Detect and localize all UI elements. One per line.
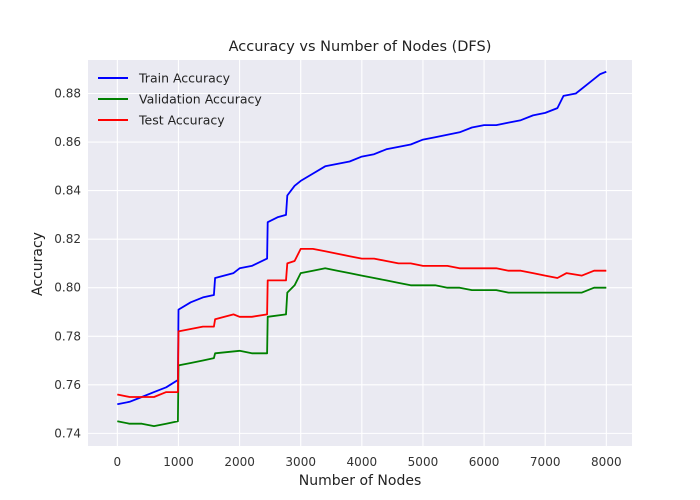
- y-tick-labels: 0.74 0.76 0.78 0.80 0.82 0.84 0.86 0.88: [54, 87, 81, 441]
- y-tick-label: 0.82: [54, 232, 81, 246]
- train-accuracy-legend-label: Train Accuracy: [138, 71, 231, 86]
- x-tick-label: 0: [114, 455, 122, 469]
- x-tick-label: 4000: [347, 455, 378, 469]
- x-tick-label: 2000: [224, 455, 255, 469]
- validation-accuracy-legend-label: Validation Accuracy: [139, 92, 262, 107]
- y-axis-title: Accuracy: [30, 232, 46, 296]
- y-tick-label: 0.86: [54, 135, 81, 149]
- x-tick-label: 6000: [469, 455, 500, 469]
- y-tick-label: 0.76: [54, 378, 81, 392]
- y-tick-label: 0.80: [54, 281, 81, 295]
- test-accuracy-legend-label: Test Accuracy: [138, 113, 225, 128]
- chart-title: Accuracy vs Number of Nodes (DFS): [229, 39, 492, 55]
- y-tick-label: 0.84: [54, 184, 81, 198]
- y-tick-label: 0.78: [54, 329, 81, 343]
- x-tick-label: 1000: [163, 455, 194, 469]
- y-tick-label: 0.74: [54, 426, 81, 440]
- grid-lines: [88, 60, 632, 446]
- x-tick-label: 8000: [591, 455, 622, 469]
- legend: Train Accuracy Validation Accuracy Test Ac…: [98, 71, 262, 128]
- series-group: [117, 70, 607, 427]
- x-tick-label: 3000: [285, 455, 316, 469]
- test-accuracy-line: [117, 248, 607, 398]
- x-tick-label: 5000: [408, 455, 439, 469]
- train-accuracy-line: [117, 70, 607, 406]
- x-tick-labels: 0 1000 2000 3000 4000 5000 6000 7000 8000: [114, 455, 622, 469]
- validation-accuracy-line: [117, 267, 607, 427]
- x-tick-label: 7000: [530, 455, 561, 469]
- x-axis-title: Number of Nodes: [299, 473, 421, 489]
- y-tick-label: 0.88: [54, 87, 81, 101]
